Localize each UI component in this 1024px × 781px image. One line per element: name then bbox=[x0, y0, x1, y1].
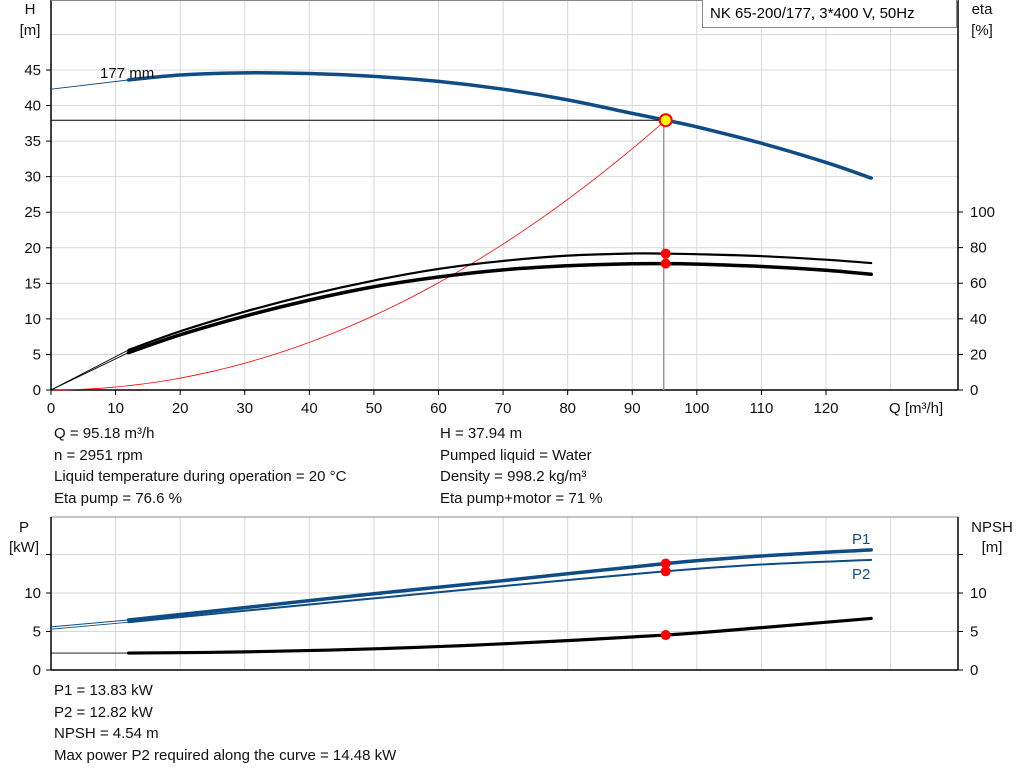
x-tick-label: 30 bbox=[236, 400, 253, 417]
x-tick-label: 80 bbox=[559, 400, 576, 417]
info-density: Density = 998.2 kg/m³ bbox=[440, 468, 587, 485]
p1-marker bbox=[660, 558, 671, 569]
head-curve bbox=[126, 71, 873, 180]
p-tick-label: 0 bbox=[33, 662, 41, 679]
operating-point-marker bbox=[658, 113, 673, 128]
y-tick-label: 5 bbox=[33, 346, 41, 363]
info-temperature: Liquid temperature during operation = 20… bbox=[54, 468, 347, 485]
x-tick-label: 50 bbox=[366, 400, 383, 417]
info-speed: n = 2951 rpm bbox=[54, 446, 143, 464]
head-curve-extension bbox=[50, 79, 129, 90]
info-eta-pump-motor: Eta pump+motor = 71 % bbox=[440, 489, 603, 507]
y-tick-label: 45 bbox=[24, 62, 41, 79]
eta-pump-motor-curve-extension bbox=[50, 352, 129, 391]
x-tick-label: 120 bbox=[813, 400, 838, 417]
info-bottom: P1 = 13.83 kW P2 = 12.82 kW NPSH = 4.54 … bbox=[54, 680, 396, 766]
p1-label: P1 bbox=[852, 531, 870, 548]
y-axis-label: H bbox=[25, 1, 36, 18]
x-tick-label: 100 bbox=[684, 400, 709, 417]
x-tick-label: 40 bbox=[301, 400, 318, 417]
npsh-axis-label: [m] bbox=[982, 539, 1003, 556]
info-max-power: Max power P2 required along the curve = … bbox=[54, 746, 397, 764]
p2-curve-extension bbox=[50, 621, 129, 630]
npsh-tick-label: 10 bbox=[970, 585, 987, 602]
npsh-tick-label: 0 bbox=[970, 662, 978, 679]
eta-pump-motor-marker bbox=[660, 258, 671, 269]
x-tick-label: 60 bbox=[430, 400, 447, 417]
npsh-tick-label: 5 bbox=[970, 624, 978, 641]
y-axis-label: [m] bbox=[20, 22, 41, 39]
info-top-right: H = 37.94 m Pumped liquid = Water Densit… bbox=[440, 423, 603, 509]
y-tick-label: 30 bbox=[24, 169, 41, 186]
info-p1: P1 = 13.83 kW bbox=[54, 682, 153, 699]
x-tick-label: 90 bbox=[624, 400, 641, 417]
eta-pump-motor-curve bbox=[126, 261, 873, 355]
y2-axis-label: [%] bbox=[971, 22, 993, 39]
p-tick-label: 10 bbox=[24, 585, 41, 602]
p-tick-label: 5 bbox=[33, 624, 41, 641]
y2-tick-label: 100 bbox=[970, 204, 995, 221]
p2-label: P2 bbox=[852, 566, 870, 583]
info-liquid: Pumped liquid = Water bbox=[440, 446, 592, 464]
info-eta-pump: Eta pump = 76.6 % bbox=[54, 489, 182, 507]
x-tick-label: 10 bbox=[107, 400, 124, 417]
y-tick-label: 0 bbox=[33, 382, 41, 399]
p1-curve-extension bbox=[50, 619, 129, 628]
y-tick-label: 20 bbox=[24, 240, 41, 257]
y-tick-label: 10 bbox=[24, 311, 41, 328]
y2-tick-label: 20 bbox=[970, 346, 987, 363]
info-npsh: NPSH = 4.54 m bbox=[54, 725, 159, 742]
x-tick-label: 0 bbox=[47, 400, 55, 417]
info-top-left: Q = 95.18 m³/h n = 2951 rpm Liquid tempe… bbox=[54, 423, 346, 509]
x-tick-label: 20 bbox=[172, 400, 189, 417]
info-head: H = 37.94 m bbox=[440, 425, 523, 442]
y2-tick-label: 80 bbox=[970, 240, 987, 257]
y2-axis-label: eta bbox=[972, 1, 994, 18]
x-axis-label: Q [m³/h] bbox=[889, 400, 943, 417]
p2-marker bbox=[660, 566, 671, 577]
y2-tick-label: 0 bbox=[970, 382, 978, 399]
y-tick-label: 15 bbox=[24, 275, 41, 292]
y-tick-label: 40 bbox=[24, 98, 41, 115]
p-axis-label: [kW] bbox=[9, 539, 39, 556]
eta-pump-curve bbox=[127, 252, 873, 352]
npsh-marker bbox=[660, 630, 671, 641]
system-curve bbox=[50, 119, 666, 391]
y-tick-label: 25 bbox=[24, 204, 41, 221]
pump-title-box: NK 65-200/177, 3*400 V, 50Hz bbox=[702, 0, 957, 28]
eta-pump-marker bbox=[660, 248, 671, 259]
curve-label-impeller: 177 mm bbox=[100, 65, 154, 82]
y2-tick-label: 60 bbox=[970, 275, 987, 292]
p1-curve bbox=[126, 548, 873, 622]
y2-tick-label: 40 bbox=[970, 311, 987, 328]
info-p2: P2 = 12.82 kW bbox=[54, 703, 153, 721]
y-tick-label: 35 bbox=[24, 133, 41, 150]
x-tick-label: 110 bbox=[749, 400, 773, 417]
info-flow: Q = 95.18 m³/h bbox=[54, 425, 155, 442]
npsh-axis-label: NPSH bbox=[971, 519, 1013, 536]
npsh-curve bbox=[126, 616, 873, 655]
p-axis-label: P bbox=[19, 519, 29, 536]
x-tick-label: 70 bbox=[495, 400, 512, 417]
p2-curve bbox=[127, 558, 873, 624]
